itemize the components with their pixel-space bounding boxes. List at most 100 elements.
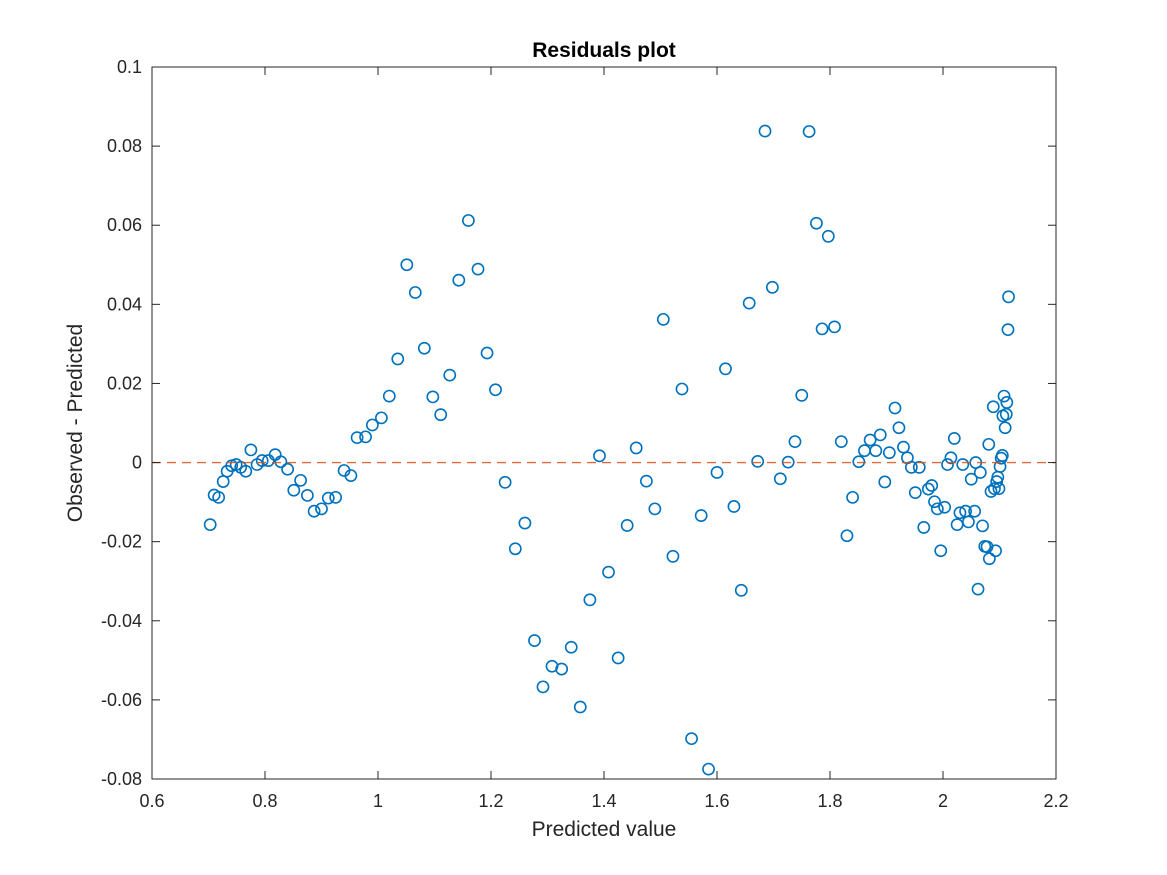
data-point <box>815 322 829 336</box>
x-tick-label: 2.2 <box>1043 791 1068 811</box>
x-tick-label: 0.6 <box>139 791 164 811</box>
data-point <box>573 700 587 714</box>
data-point <box>964 472 978 486</box>
data-points <box>152 124 1056 776</box>
data-point <box>528 634 541 647</box>
data-point <box>611 651 625 665</box>
data-point <box>564 640 578 654</box>
data-point <box>956 458 970 471</box>
data-point <box>982 437 996 451</box>
data-point <box>344 469 358 483</box>
data-point <box>287 483 301 497</box>
data-point <box>391 352 405 366</box>
y-tick-label: 0.02 <box>107 373 142 393</box>
data-point <box>888 401 902 415</box>
data-point <box>962 515 975 529</box>
plot-box <box>151 66 1057 780</box>
data-point <box>904 460 918 474</box>
data-point <box>244 443 258 457</box>
data-point <box>892 421 906 435</box>
data-point <box>950 518 964 532</box>
data-point <box>878 475 892 489</box>
data-point <box>869 444 883 458</box>
data-point <box>998 421 1012 435</box>
data-point <box>834 435 848 448</box>
data-point <box>928 495 941 509</box>
x-tick-label: 0.8 <box>252 791 277 811</box>
data-point <box>810 216 823 230</box>
data-point <box>365 418 379 432</box>
data-point <box>489 383 502 397</box>
data-point <box>930 502 944 516</box>
data-point <box>863 433 877 447</box>
x-tick-label: 1.4 <box>591 791 616 811</box>
data-point <box>944 451 958 465</box>
data-point <box>434 408 448 422</box>
data-point <box>426 390 440 404</box>
data-point <box>751 454 765 468</box>
data-point <box>997 389 1011 403</box>
data-point <box>329 490 343 504</box>
x-tick-label: 1.2 <box>478 791 503 811</box>
data-point <box>656 312 670 326</box>
data-point <box>239 464 253 478</box>
data-point <box>274 455 288 469</box>
data-point <box>648 502 662 516</box>
y-tick-label: -0.02 <box>101 532 142 552</box>
data-point <box>802 125 816 138</box>
data-point <box>953 506 967 520</box>
data-point <box>471 262 485 276</box>
x-tick-label: 1 <box>373 791 383 811</box>
y-tick-label: 0.08 <box>107 136 142 156</box>
data-point <box>882 446 896 460</box>
data-point <box>203 518 217 532</box>
data-point <box>897 440 910 454</box>
data-point <box>675 382 689 396</box>
data-point <box>973 466 987 479</box>
data-point <box>498 475 512 489</box>
data-point <box>821 229 835 243</box>
y-tick-label: 0.1 <box>117 57 142 77</box>
x-tick-label: 1.6 <box>704 791 729 811</box>
data-point <box>1000 396 1014 409</box>
data-point <box>1001 323 1015 337</box>
y-tick-label: -0.08 <box>101 769 142 789</box>
y-axis-label: Observed - Predicted <box>64 324 87 522</box>
data-point <box>986 400 1000 414</box>
data-point <box>984 485 998 498</box>
data-point <box>307 504 321 518</box>
data-point <box>719 362 732 376</box>
data-point <box>765 280 779 294</box>
data-point <box>518 516 532 530</box>
data-point <box>925 479 939 492</box>
data-point <box>400 258 414 272</box>
data-point <box>685 732 698 746</box>
data-point <box>620 519 634 532</box>
data-point <box>773 472 787 486</box>
data-point <box>443 368 457 382</box>
y-tick-label: 0.06 <box>107 215 142 235</box>
data-point <box>602 565 615 579</box>
axes: 0.6 0.8 1 1.2 1.4 1.6 1.8 2 2.2 -0.08 -0.06 -0.04 -0… <box>101 57 1069 811</box>
data-point <box>840 529 854 543</box>
data-point <box>508 542 522 556</box>
data-point <box>452 273 466 287</box>
data-point <box>917 521 931 534</box>
data-point <box>315 502 328 516</box>
y-tick-label: 0 <box>132 453 142 473</box>
data-point <box>938 500 952 514</box>
data-point <box>742 296 756 310</box>
x-axis-label: Predicted value <box>532 818 677 841</box>
data-point <box>583 593 597 607</box>
data-point <box>795 388 809 402</box>
data-point <box>968 504 982 518</box>
data-point <box>702 762 715 776</box>
data-point <box>921 482 935 496</box>
data-point <box>666 549 680 563</box>
data-point <box>593 449 606 463</box>
data-point <box>382 389 396 403</box>
data-point <box>947 432 961 445</box>
data-point <box>694 509 708 522</box>
data-point <box>408 286 422 299</box>
